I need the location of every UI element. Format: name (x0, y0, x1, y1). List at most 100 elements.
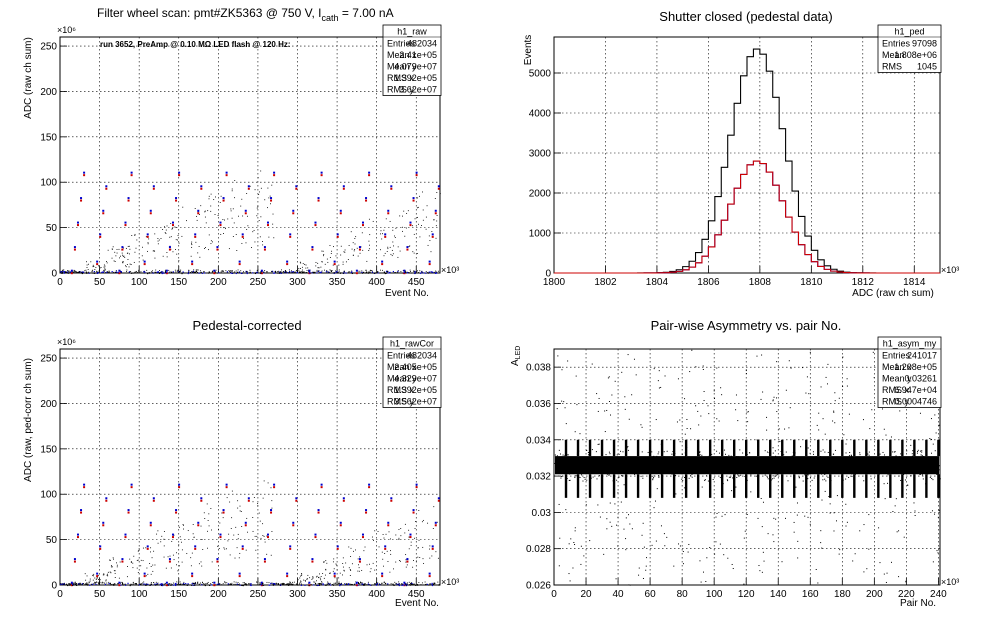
data-point (192, 533, 194, 535)
data-point (654, 467, 656, 469)
data-point (122, 583, 124, 585)
data-point (191, 584, 193, 586)
asym-spike-down (660, 474, 664, 498)
data-point (318, 577, 319, 579)
data-point (191, 552, 193, 554)
data-point (419, 557, 421, 558)
data-point (71, 583, 74, 585)
data-point (194, 583, 196, 585)
data-point (383, 584, 385, 586)
data-point (859, 454, 861, 456)
data-point (629, 468, 631, 470)
data-point (683, 476, 685, 478)
data-point (403, 584, 405, 586)
data-point (911, 453, 913, 455)
data-point (655, 463, 657, 465)
outlier-point (905, 580, 907, 582)
data-point (369, 563, 370, 565)
data-point (272, 213, 274, 215)
data-point (895, 457, 897, 459)
outlier-point (767, 533, 769, 535)
outlier-point (589, 540, 591, 542)
level-marker-a (73, 560, 76, 563)
asym-spike-up (937, 439, 940, 457)
data-point (250, 584, 252, 587)
data-point (734, 456, 736, 458)
level-marker-a (384, 235, 387, 238)
data-point (146, 567, 148, 569)
data-point (378, 546, 380, 548)
data-point (241, 272, 244, 274)
data-point (263, 480, 265, 482)
data-point (882, 459, 884, 461)
outlier-point (905, 581, 907, 583)
data-point (179, 565, 180, 567)
outlier-point (679, 419, 681, 421)
outlier-point (842, 356, 844, 358)
data-point (804, 474, 806, 476)
outlier-point (655, 419, 657, 421)
data-point (384, 252, 386, 254)
data-point (198, 583, 200, 585)
data-point (68, 271, 70, 273)
data-point (218, 583, 220, 585)
data-point (561, 472, 563, 474)
data-point (107, 249, 109, 251)
data-point (357, 584, 359, 586)
outlier-point (787, 461, 789, 463)
level-marker-b (333, 260, 336, 263)
outlier-point (721, 515, 723, 517)
data-point (417, 216, 418, 218)
data-point (577, 463, 579, 465)
data-point (271, 507, 273, 509)
data-point (807, 460, 809, 462)
data-point (114, 271, 117, 274)
data-point (810, 456, 812, 458)
data-point (96, 271, 98, 273)
level-marker-b (390, 497, 393, 500)
data-point (274, 272, 276, 274)
data-point (920, 454, 922, 456)
level-marker-b (70, 581, 73, 584)
data-point (111, 566, 113, 568)
outlier-point (608, 401, 610, 403)
data-point (395, 534, 397, 536)
outlier-point (663, 533, 665, 535)
data-point (73, 272, 75, 274)
y-tick-label: 200 (40, 399, 57, 410)
data-point (230, 583, 232, 586)
data-point (810, 477, 812, 479)
outlier-point (698, 454, 700, 456)
data-point (81, 583, 84, 585)
data-point (846, 465, 848, 467)
data-point (339, 272, 341, 274)
outlier-point (744, 530, 746, 532)
data-point (394, 581, 396, 583)
data-point (862, 472, 864, 474)
outlier-point (836, 495, 838, 497)
data-point (175, 249, 176, 250)
data-point (66, 271, 69, 273)
data-point (586, 450, 588, 452)
outlier-point (937, 516, 939, 518)
outlier-point (735, 394, 737, 396)
data-point (129, 584, 131, 587)
data-point (690, 468, 692, 470)
data-point (373, 539, 374, 541)
data-point (215, 269, 217, 271)
data-point (197, 272, 199, 274)
outlier-point (645, 565, 647, 567)
data-point (245, 242, 247, 244)
outlier-point (822, 418, 824, 420)
data-point (823, 463, 825, 465)
data-point (345, 261, 347, 263)
data-point (389, 571, 391, 573)
data-point (122, 261, 123, 263)
data-point (236, 583, 238, 585)
data-point (96, 272, 98, 275)
outlier-point (677, 378, 679, 380)
data-point (170, 236, 172, 238)
data-point (329, 582, 331, 584)
data-point (572, 457, 574, 459)
data-point (785, 459, 787, 461)
